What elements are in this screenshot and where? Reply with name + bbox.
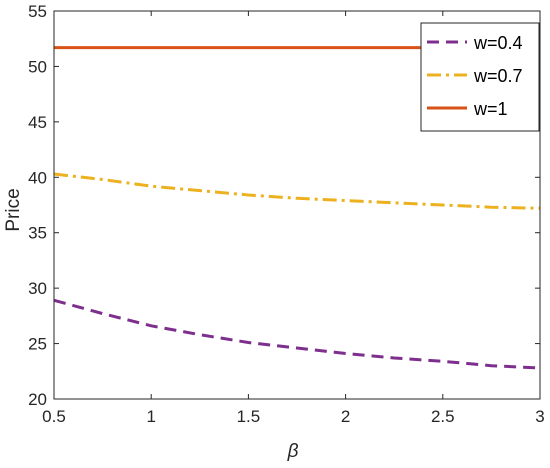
y-tick-label: 45 [28, 113, 47, 132]
legend-label: w=0.7 [473, 66, 523, 86]
y-tick-label: 30 [28, 279, 47, 298]
series-line-2 [53, 172, 541, 210]
y-tick-label: 20 [28, 390, 47, 409]
series-line-1 [53, 298, 541, 370]
y-tick-label: 35 [28, 224, 47, 243]
y-tick-label: 40 [28, 168, 47, 187]
x-tick-label: 3 [535, 407, 544, 426]
x-tick-label: 1 [146, 407, 155, 426]
y-tick-label: 55 [28, 2, 47, 21]
y-tick-label: 50 [28, 57, 47, 76]
y-tick-label: 25 [28, 335, 47, 354]
axes-frame [53, 10, 541, 400]
x-tick-label: 1.5 [237, 407, 261, 426]
y-axis-label: Price [3, 188, 24, 231]
legend: w=0.4 w=0.7 w=1 [420, 22, 540, 132]
legend-label: w=1 [473, 99, 508, 119]
x-tick-label: 2.5 [431, 407, 455, 426]
legend-box [420, 22, 540, 132]
axes: 0.5 1 1.5 2 2.5 3 20 25 30 35 40 45 50 55 [28, 2, 545, 426]
x-axis-label: β [287, 441, 299, 462]
x-tick-label: 2 [341, 407, 350, 426]
x-tick-label: 0.5 [42, 407, 66, 426]
legend-label: w=0.4 [473, 33, 523, 53]
